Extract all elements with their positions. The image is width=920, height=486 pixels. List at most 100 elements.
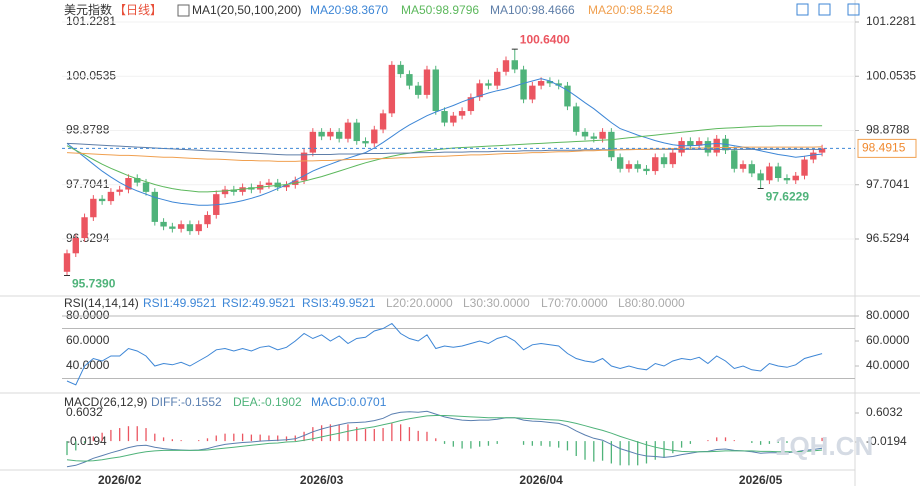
candle-body	[160, 221, 167, 227]
candle-body	[608, 131, 615, 158]
candle-body	[643, 168, 650, 172]
candle-body	[669, 152, 677, 165]
candle-body	[142, 182, 150, 192]
x-tick-label: 2026/05	[739, 473, 783, 486]
legend-entry: DEA:-0.1902	[233, 395, 302, 409]
candle-body	[774, 166, 782, 179]
candle-body	[801, 159, 808, 176]
candle-body	[388, 64, 396, 114]
candle-body	[537, 81, 545, 86]
period-label: 【日线】	[114, 3, 162, 17]
candle-body	[283, 184, 290, 188]
candle-body	[458, 111, 466, 116]
candle-body	[415, 85, 422, 95]
indicator-label: MA1(20,50,100,200)	[192, 3, 301, 17]
candle-body	[379, 113, 387, 130]
candle-body	[529, 85, 536, 100]
candle-body	[151, 191, 158, 222]
panel-title: RSI(14,14,14)	[64, 296, 139, 310]
candle-body	[397, 64, 404, 75]
y-tick-label: 80.0000	[866, 308, 910, 322]
y-tick-label: 0.6032	[866, 405, 903, 419]
zoom-button[interactable]	[796, 3, 809, 16]
y-tick-label-left: 97.7041	[66, 177, 110, 191]
indicator-line	[66, 142, 823, 156]
candle-body	[695, 141, 703, 146]
candle-body	[335, 131, 343, 139]
y-tick-label: 98.8788	[866, 123, 910, 137]
candle-body	[555, 83, 562, 86]
candle-body	[186, 224, 194, 232]
candle-body	[432, 69, 439, 112]
candle-body	[90, 198, 97, 218]
x-tick-label: 2026/04	[519, 473, 563, 486]
candle-body	[520, 69, 527, 100]
indicator-line	[66, 146, 823, 162]
candle-body	[450, 115, 457, 123]
candle-body	[502, 60, 510, 72]
legend-entry: MACD:0.0701	[311, 395, 387, 409]
candle-body	[116, 189, 123, 192]
candle-body	[713, 138, 720, 153]
level-label: L80:80.0000	[618, 296, 685, 310]
candle-body	[177, 224, 185, 229]
candle-body	[309, 131, 317, 153]
y-tick-label-left: 101.2281	[66, 14, 116, 28]
candle-body	[318, 131, 325, 137]
annotation-label: 95.7390	[72, 277, 116, 291]
y-tick-label: 40.0000	[866, 358, 910, 372]
candle-body	[783, 178, 791, 181]
level-label: L30:30.0000	[463, 296, 530, 310]
candle-body	[485, 83, 492, 86]
candle-body	[441, 111, 448, 123]
candle-body	[72, 238, 79, 254]
y-tick-label-left: -0.0194	[66, 434, 107, 448]
legend-entry: MA200:98.5248	[588, 3, 673, 17]
candle-body	[625, 164, 633, 169]
legend-entry: MA20:98.3670	[310, 3, 388, 17]
candle-body	[204, 214, 211, 225]
y-tick-label-left: 40.0000	[66, 358, 110, 372]
y-tick-label-left: 60.0000	[66, 333, 110, 347]
close-button[interactable]	[847, 3, 860, 16]
indicator-line	[66, 415, 823, 462]
y-tick-label-left: 100.0535	[66, 68, 116, 82]
candle-body	[265, 182, 273, 185]
candle-body	[98, 198, 106, 202]
legend-entry: MA100:98.4666	[490, 3, 575, 17]
candle-body	[125, 178, 132, 190]
candle-body	[748, 164, 756, 174]
candle-body	[546, 81, 554, 84]
candle-body	[63, 253, 71, 272]
layout-button[interactable]	[818, 3, 831, 16]
candle-body	[344, 122, 352, 139]
candle-body	[731, 150, 738, 169]
candle-body	[590, 136, 597, 139]
candle-body	[564, 85, 571, 107]
candle-body	[757, 173, 764, 181]
candle-body	[704, 141, 712, 153]
candle-body	[687, 141, 694, 146]
candle-body	[573, 106, 580, 132]
legend-entry: RSI1:49.9521	[143, 296, 217, 310]
indicator-line	[66, 322, 823, 386]
candle-body	[766, 166, 773, 181]
annotation-label: 97.6229	[766, 190, 810, 204]
panel-title: 美元指数	[64, 2, 112, 17]
x-tick-label: 2026/02	[98, 473, 142, 486]
indicator-icon[interactable]	[177, 4, 190, 17]
legend-entry: RSI2:49.9521	[222, 296, 296, 310]
level-label: L70:70.0000	[541, 296, 608, 310]
legend-entry: RSI3:49.9521	[302, 296, 376, 310]
last-price-box	[857, 138, 917, 158]
y-tick-label: 97.7041	[866, 177, 910, 191]
candle-body	[300, 152, 308, 181]
indicator-line	[66, 125, 823, 193]
candle-body	[362, 141, 369, 144]
candle-body	[371, 129, 378, 144]
candle-body	[616, 157, 624, 169]
last-price-label: 98.4915	[862, 141, 906, 155]
candle-body	[230, 189, 238, 192]
